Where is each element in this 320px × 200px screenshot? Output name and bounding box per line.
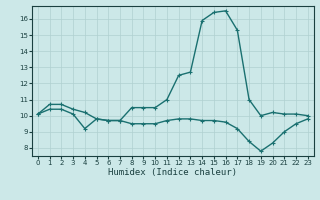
X-axis label: Humidex (Indice chaleur): Humidex (Indice chaleur) (108, 168, 237, 177)
